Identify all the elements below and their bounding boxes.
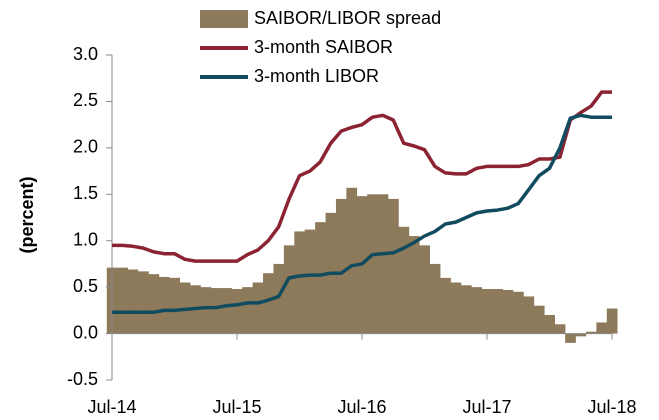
bar <box>533 305 545 334</box>
legend-label: 3-month SAIBOR <box>254 37 393 57</box>
bar <box>283 245 295 334</box>
bar <box>335 198 347 334</box>
bar <box>242 287 253 334</box>
bar <box>231 289 243 334</box>
y-tick-label: 2.5 <box>73 90 98 110</box>
bar <box>263 273 274 334</box>
legend-label: 3-month LIBOR <box>254 66 379 86</box>
x-tick-label: Jul-15 <box>212 397 261 417</box>
bar <box>523 296 535 334</box>
x-tick-label: Jul-18 <box>587 397 636 417</box>
bar <box>606 308 618 334</box>
bar <box>554 324 566 334</box>
bar <box>429 263 441 334</box>
bar <box>492 289 503 334</box>
bar <box>408 236 420 334</box>
legend-swatch <box>200 10 248 28</box>
x-tick-label: Jul-16 <box>337 397 386 417</box>
y-tick-label: 1.0 <box>73 229 98 249</box>
y-tick-label: 0.5 <box>73 276 98 296</box>
bar <box>460 285 472 334</box>
bar <box>450 282 462 334</box>
bar <box>367 194 378 334</box>
bar <box>377 194 389 334</box>
bar <box>388 198 399 334</box>
line <box>112 113 612 314</box>
bar <box>471 287 483 334</box>
bar <box>148 274 160 334</box>
y-tick-label: 1.5 <box>73 183 98 203</box>
bar <box>481 289 493 334</box>
bar <box>440 277 451 334</box>
bar <box>138 271 149 334</box>
bar <box>210 288 222 334</box>
bar <box>585 331 597 334</box>
bar <box>158 276 170 334</box>
y-tick-label: 0.0 <box>73 322 98 342</box>
y-tick-label: -0.5 <box>67 369 98 389</box>
bar <box>575 333 587 337</box>
bar <box>502 289 514 334</box>
bar <box>169 277 181 334</box>
bar <box>200 287 212 334</box>
x-tick-label: Jul-14 <box>87 397 136 417</box>
bar <box>596 322 608 334</box>
bar <box>117 267 128 334</box>
bar <box>221 288 233 334</box>
bar <box>304 229 316 334</box>
bar <box>252 282 264 334</box>
y-tick-label: 2.0 <box>73 137 98 157</box>
legend-label: SAIBOR/LIBOR spread <box>254 8 441 28</box>
bar <box>273 263 285 334</box>
y-tick-label: 3.0 <box>73 44 98 64</box>
bar <box>398 226 410 334</box>
line <box>112 90 612 263</box>
bar <box>346 187 358 334</box>
bar <box>294 231 306 334</box>
bar <box>419 245 431 334</box>
y-axis-label: (percent) <box>17 176 37 253</box>
bar <box>544 315 556 334</box>
bar <box>513 291 524 334</box>
bar <box>565 333 576 343</box>
bar <box>127 269 139 334</box>
bar <box>315 222 326 334</box>
x-tick-label: Jul-17 <box>462 397 511 417</box>
